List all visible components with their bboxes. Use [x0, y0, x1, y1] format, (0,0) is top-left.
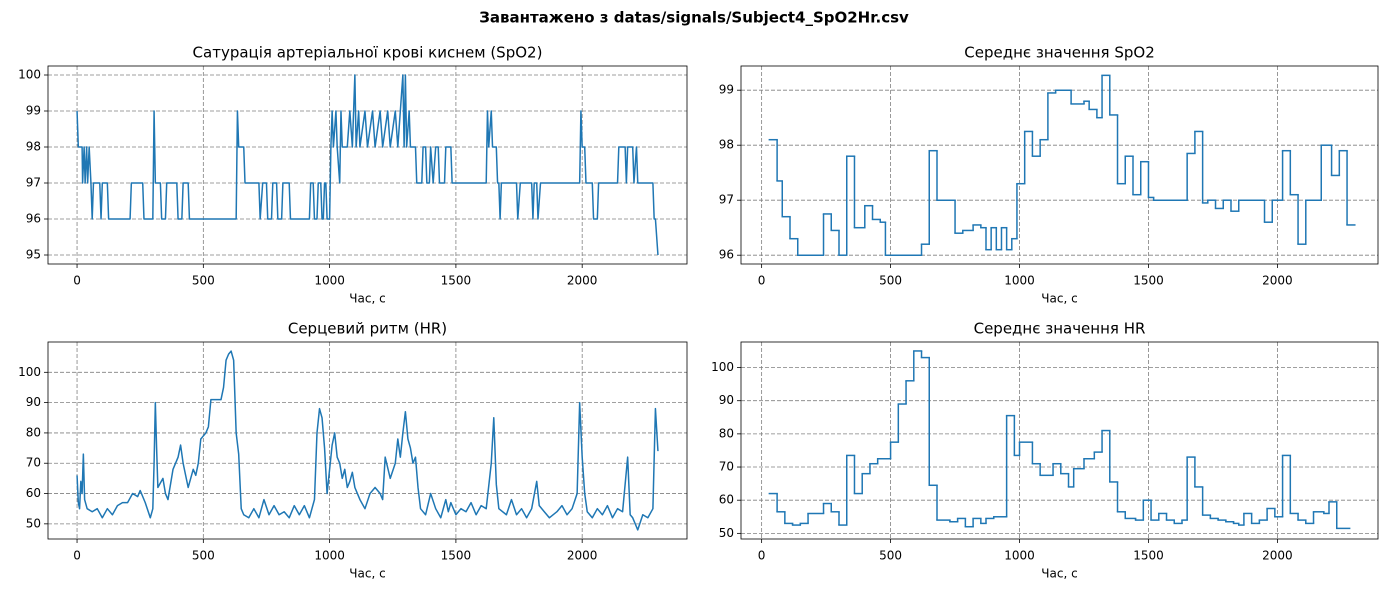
axes-frame	[740, 341, 1379, 540]
x-tick-label: 2000	[567, 549, 598, 563]
x-tick-label: 2000	[567, 274, 598, 288]
x-tick-label: 1000	[314, 549, 345, 563]
y-tick-label: 100	[18, 68, 41, 82]
y-tick-label: 100	[18, 365, 41, 379]
x-axis-label: Час, с	[1041, 567, 1077, 581]
subplot: Серцевий ритм (HR) Час, с 0 500 1000 1500 2000…	[18, 320, 688, 581]
axes-frame	[47, 341, 688, 540]
subplot-title: Сатурація артеріальної крові киснем (SpO…	[193, 44, 543, 62]
y-tick-label: 96	[719, 248, 734, 262]
data-line	[76, 74, 659, 256]
x-tick-label: 1500	[441, 274, 472, 288]
y-tick-label: 90	[26, 395, 41, 409]
figure-title: Завантажено з datas/signals/Subject4_SpO…	[479, 9, 909, 27]
subplot: Середнє значення SpO2 Час, с 0 500 1000 1500 2…	[719, 44, 1379, 306]
subplot: Сатурація артеріальної крові киснем (SpO…	[18, 44, 688, 306]
x-tick-label: 1500	[1133, 274, 1164, 288]
x-tick-label: 500	[192, 549, 215, 563]
x-tick-label: 1500	[441, 549, 472, 563]
x-axis-label: Час, с	[1041, 292, 1077, 306]
subplot: Середнє значення HR Час, с 0 500 1000 1500 200…	[711, 320, 1379, 581]
plot-area	[768, 74, 1356, 256]
x-tick-label: 1000	[1004, 549, 1035, 563]
x-tick-label: 0	[758, 549, 766, 563]
y-tick-label: 98	[26, 140, 41, 154]
data-line	[76, 350, 659, 531]
y-tick-label: 99	[26, 104, 41, 118]
subplot-title: Серцевий ритм (HR)	[288, 320, 447, 338]
x-axis-label: Час, с	[349, 292, 385, 306]
y-tick-label: 80	[26, 425, 41, 439]
x-tick-label: 1000	[314, 274, 345, 288]
axes-frame	[47, 65, 688, 265]
y-tick-label: 97	[26, 176, 41, 190]
x-tick-label: 0	[73, 274, 81, 288]
x-axis-label: Час, с	[349, 567, 385, 581]
y-tick-label: 100	[711, 360, 734, 374]
subplot-title: Середнє значення HR	[974, 320, 1146, 338]
x-tick-label: 2000	[1262, 274, 1293, 288]
y-tick-label: 50	[26, 516, 41, 530]
x-tick-label: 1500	[1133, 549, 1164, 563]
x-tick-label: 1000	[1004, 274, 1035, 288]
y-tick-label: 95	[26, 248, 41, 262]
y-tick-label: 98	[719, 138, 734, 152]
y-tick-label: 96	[26, 212, 41, 226]
x-tick-label: 2000	[1262, 549, 1293, 563]
plot-area	[768, 350, 1351, 530]
plot-area	[76, 74, 659, 256]
y-tick-label: 99	[719, 83, 734, 97]
y-tick-label: 97	[719, 193, 734, 207]
subplot-title: Середнє значення SpO2	[964, 44, 1155, 62]
x-tick-label: 500	[192, 274, 215, 288]
y-tick-label: 50	[719, 526, 734, 540]
x-tick-label: 0	[758, 274, 766, 288]
x-tick-label: 0	[73, 549, 81, 563]
x-tick-label: 500	[879, 549, 902, 563]
x-tick-label: 500	[879, 274, 902, 288]
axes-frame	[740, 65, 1379, 265]
y-tick-label: 60	[719, 493, 734, 507]
y-tick-label: 60	[26, 486, 41, 500]
y-tick-label: 90	[719, 393, 734, 407]
y-tick-label: 70	[26, 456, 41, 470]
plot-area	[76, 350, 659, 531]
y-tick-label: 80	[719, 426, 734, 440]
y-tick-label: 70	[719, 460, 734, 474]
